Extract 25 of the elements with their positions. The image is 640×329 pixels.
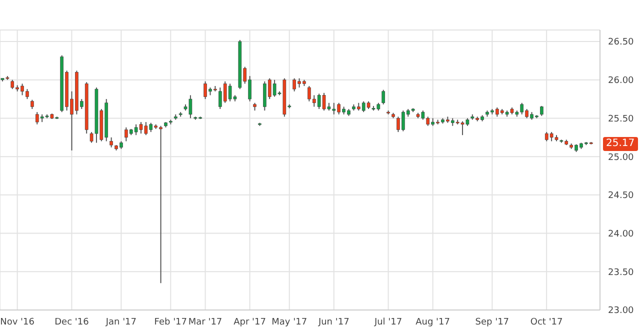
candlestick: [110, 136, 113, 148]
x-tick-label: Feb '17: [154, 317, 188, 328]
x-tick-label: Apr '17: [234, 317, 266, 328]
x-tick-label: Dec '16: [54, 317, 90, 328]
y-tick-label: 24.00: [608, 229, 634, 240]
x-tick-label: Aug '17: [416, 317, 450, 328]
y-tick-label: 24.50: [608, 191, 634, 202]
candlestick: [382, 89, 386, 105]
candlestick: [30, 99, 34, 110]
y-tick-label: 25.00: [608, 152, 634, 163]
y-tick-label: 23.00: [608, 306, 634, 316]
x-tick-label: Oct '17: [530, 317, 563, 328]
y-tick-label: 25.50: [608, 114, 634, 124]
x-tick-label: Mar '17: [188, 317, 222, 328]
y-tick-label: 26.00: [608, 76, 634, 86]
x-tick-label: Jan '17: [104, 317, 137, 328]
x-tick-label: Nov '16: [0, 317, 35, 328]
x-tick-label: Jun '17: [317, 317, 350, 328]
y-tick-label: 23.50: [608, 268, 634, 278]
candlestick: [540, 105, 544, 116]
x-tick-label: May '17: [272, 317, 308, 328]
x-tick-label: Sep '17: [475, 317, 510, 328]
x-tick-label: Jul '17: [373, 317, 402, 328]
annotation: 25.17: [603, 136, 638, 151]
y-tick-label: 26.50: [608, 38, 634, 48]
